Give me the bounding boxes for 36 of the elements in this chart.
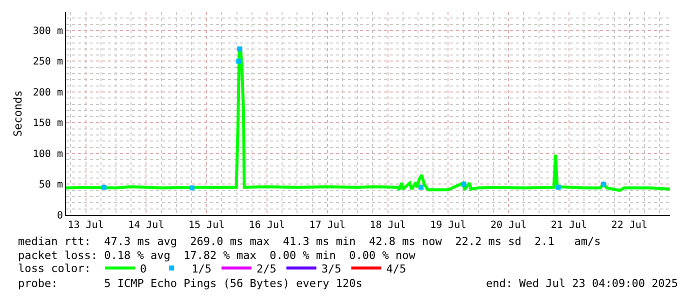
legend-label: 2/5 [256,262,276,276]
legend-label: 4/5 [386,262,406,276]
legend-label: 3/5 [321,262,342,276]
x-tick-label: 19 Jul [430,220,466,231]
y-tick-label: 300 m [32,26,63,37]
point [418,184,424,190]
text: probe: 5 ICMP Echo Pings (56 Bytes) every 120s [18,277,362,290]
text: packet loss: 0.18 % avg 17.82 % max 0.00 % min 0.00 % now [18,249,416,262]
legend-title: loss color: [18,262,91,275]
point [237,46,242,52]
point [236,58,242,64]
point [601,182,606,187]
text: end: Wed Jul 23 04:09:00 2025 [486,277,678,290]
y-axis-title: Seconds [12,90,25,137]
x-tick-label: 22 Jul [611,220,648,231]
legend-label: 1/5 [192,262,212,276]
y-tick-label: 200 m [32,87,63,98]
y-tick-label: 50 m [38,180,63,191]
legend-label: 0 [140,262,147,276]
y-tick-label: 100 m [32,148,63,160]
y-tick-label: 250 m [32,56,63,68]
y-tick-label: 150 m [32,118,63,130]
x-tick-label: 13 Jul [68,220,104,231]
point [190,185,195,190]
text: median rtt: 47.3 ms avg 269.0 ms max 41.3 ms min 42.8 ms now 22.2 ms sd 2.1 am/s [18,235,601,248]
point [556,184,561,190]
point [461,182,466,187]
x-tick-label: 20 Jul [490,220,527,231]
y-tick-label: 0 [56,210,63,222]
x-tick-label: 21 Jul [550,220,588,231]
x-tick-label: 14 Jul [128,220,164,231]
x-tick-label: 17 Jul [309,220,346,231]
point [102,184,106,190]
x-tick-label: 15 Jul [188,220,225,231]
x-tick-label: 18 Jul [370,220,406,231]
x-tick-label: 16 Jul [248,220,286,231]
